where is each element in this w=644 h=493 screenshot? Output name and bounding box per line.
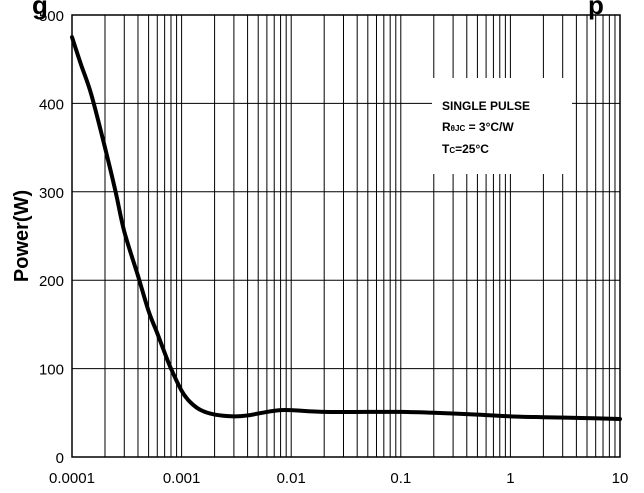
x-tick-label: 1	[506, 470, 514, 487]
y-tick-label: 100	[39, 362, 64, 379]
x-tick-label: 0.01	[277, 470, 306, 487]
y-tick-label: 500	[39, 8, 64, 25]
plot-area-border	[71, 14, 621, 458]
y-axis-label: Power(W)	[11, 190, 33, 282]
annotation-line-3: TC=25°C	[442, 142, 489, 156]
y-tick-label: 200	[39, 273, 64, 290]
y-tick-label: 300	[39, 185, 64, 202]
annotation-line-3-main: T	[442, 142, 450, 156]
annotation-line-2-main: R	[442, 120, 451, 134]
y-tick-label: 0	[56, 450, 64, 467]
annotation-line-2-sub: θJC	[451, 124, 466, 133]
annotation-background	[432, 78, 572, 174]
title-fragment-left: g	[32, 0, 48, 20]
annotation-line-3-sub: C	[449, 146, 455, 155]
annotation-line-3-rest: =25°C	[455, 142, 489, 156]
series-line	[70, 35, 622, 421]
annotation-box: SINGLE PULSE RθJC = 3°C/W TC=25°C	[432, 78, 572, 174]
x-tick-label: 0.001	[163, 470, 201, 487]
annotation-line-2: RθJC = 3°C/W	[442, 120, 514, 134]
annotation-line-1: SINGLE PULSE	[442, 99, 530, 113]
x-tick-label: 0.1	[390, 470, 411, 487]
x-tick-label: 0.0001	[49, 470, 95, 487]
annotation-line-2-rest: = 3°C/W	[465, 120, 514, 134]
y-tick-label: 400	[39, 96, 64, 113]
x-tick-label: 10	[612, 470, 629, 487]
